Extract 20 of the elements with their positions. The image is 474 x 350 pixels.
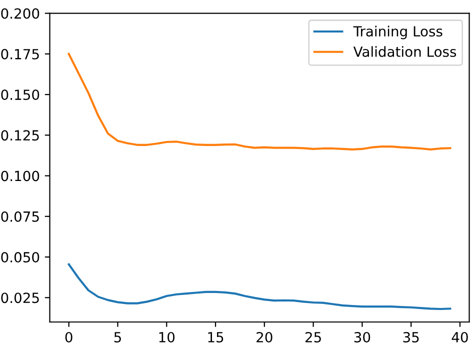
legend-label: Training Loss xyxy=(353,26,442,40)
y-tick-label: 0.075 xyxy=(1,211,39,222)
x-tick-label: 35 xyxy=(403,332,419,342)
x-tick-label: 30 xyxy=(354,332,370,342)
y-tick-label: 0.175 xyxy=(1,48,39,60)
x-tick-label: 5 xyxy=(114,332,121,342)
x-tick-label: 40 xyxy=(452,332,468,342)
line-series xyxy=(68,263,452,310)
x-tick-label: 20 xyxy=(256,332,272,342)
y-tick-label: 0.125 xyxy=(1,130,39,141)
x-tick-label: 25 xyxy=(305,332,321,342)
y-tick-label: 0.200 xyxy=(1,8,40,19)
x-tick-label: 0 xyxy=(65,332,72,342)
y-tick-label: 0.100 xyxy=(1,170,40,182)
x-tick-label: 15 xyxy=(208,332,224,342)
x-tick-label: 10 xyxy=(159,332,175,342)
legend-label: Validation Loss xyxy=(353,46,456,57)
y-tick-label: 0.025 xyxy=(1,292,39,304)
y-tick-label: 0.050 xyxy=(1,252,40,262)
y-tick-label: 0.150 xyxy=(1,90,40,100)
